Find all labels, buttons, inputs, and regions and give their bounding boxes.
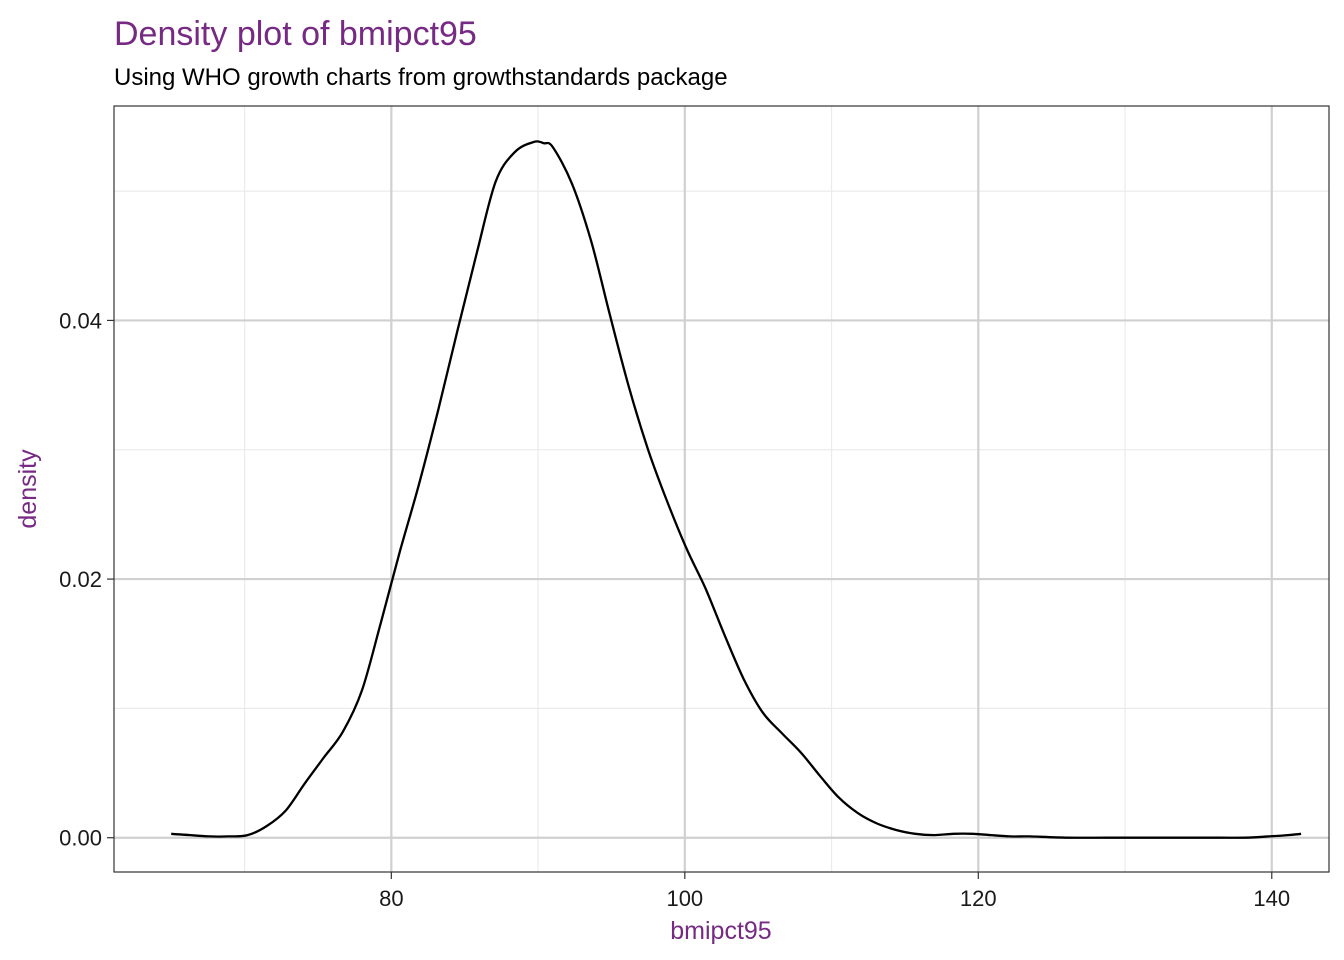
minor-gridlines <box>114 106 1329 872</box>
x-tick-label: 120 <box>960 886 997 911</box>
x-tick-label: 80 <box>379 886 403 911</box>
chart-subtitle: Using WHO growth charts from growthstand… <box>114 64 728 91</box>
axis-ticks: 80 100 120 140 0.00 0.02 0.04 <box>59 308 1290 911</box>
x-tick-label: 100 <box>666 886 703 911</box>
density-curve <box>171 140 1302 839</box>
chart-title: Density plot of bmipct95 <box>114 15 477 53</box>
y-tick-label: 0.00 <box>59 826 102 851</box>
y-tick-label: 0.02 <box>59 567 102 592</box>
major-gridlines <box>114 106 1329 872</box>
x-tick-label: 140 <box>1253 886 1290 911</box>
y-axis-title: density <box>14 449 42 529</box>
x-axis-title: bmipct95 <box>670 917 771 945</box>
panel-border <box>113 105 1330 873</box>
y-tick-label: 0.04 <box>59 308 102 333</box>
